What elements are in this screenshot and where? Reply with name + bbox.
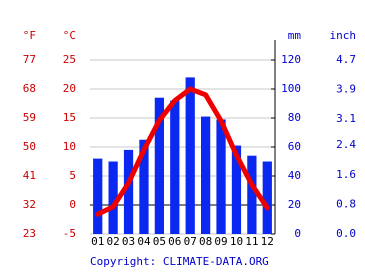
x-tick-label: 09	[214, 235, 227, 248]
bar	[262, 161, 272, 234]
x-tick-label: 06	[168, 235, 181, 248]
bar	[216, 119, 226, 234]
f-tick-label: 32	[23, 198, 36, 211]
bar	[247, 155, 257, 234]
f-tick-label: 23	[23, 227, 36, 240]
y2-tick-label: 20	[288, 198, 301, 211]
bar	[170, 100, 180, 234]
x-tick-label: 12	[261, 235, 274, 248]
y2-tick-label: 120	[281, 53, 301, 66]
y-tick-label: 5	[69, 169, 76, 182]
bar	[185, 77, 195, 235]
credit: Copyright: CLIMATE-DATA.ORG	[90, 255, 269, 268]
y-tick-label: 10	[63, 140, 76, 153]
y-tick-label: 0	[69, 198, 76, 211]
bar	[201, 116, 211, 234]
x-tick-label: 10	[230, 235, 243, 248]
bar	[154, 97, 164, 234]
bar	[108, 161, 118, 234]
y2-tick-label: 80	[288, 111, 301, 124]
inch-tick-label: 4.7	[336, 53, 356, 66]
f-axis-label: °F	[23, 29, 36, 42]
bar	[231, 145, 242, 234]
x-tick-label: 11	[245, 235, 258, 248]
f-tick-label: 68	[23, 82, 36, 95]
x-tick-label: 03	[122, 235, 135, 248]
inch-tick-label: 0.0	[336, 227, 356, 240]
c-axis-label: °C	[63, 29, 76, 42]
bar	[123, 149, 134, 234]
y-tick-label: -5	[63, 227, 76, 240]
y2-tick-label: 40	[288, 169, 301, 182]
y-tick-label: 25	[63, 53, 76, 66]
x-tick-label: 07	[184, 235, 197, 248]
x-tick-label: 04	[137, 235, 151, 248]
inch-tick-label: 3.1	[336, 112, 356, 125]
x-tick-label: 01	[91, 235, 104, 248]
temperature-line	[95, 86, 270, 217]
inch-tick-label: 3.9	[336, 83, 356, 96]
y2-tick-label: 0	[294, 227, 301, 240]
x-tick-label: 05	[153, 235, 166, 248]
f-tick-label: 59	[23, 111, 36, 124]
inch-tick-label: 0.8	[336, 197, 356, 210]
y2-tick-label: 60	[288, 140, 301, 153]
y2-tick-label: 100	[281, 82, 301, 95]
inch-tick-label: 1.6	[336, 168, 356, 181]
f-tick-label: 77	[23, 53, 36, 66]
inch-axis-label: inch	[330, 29, 357, 42]
f-tick-label: 41	[23, 169, 36, 182]
y-tick-label: 15	[63, 111, 76, 124]
bar	[139, 139, 149, 234]
y-tick-label: 20	[63, 82, 76, 95]
bar	[93, 158, 103, 234]
x-tick-label: 08	[199, 235, 212, 248]
f-tick-label: 50	[23, 140, 36, 153]
x-tick-label: 02	[107, 235, 120, 248]
mm-axis-label: mm	[288, 29, 302, 42]
inch-tick-label: 2.4	[336, 138, 356, 151]
